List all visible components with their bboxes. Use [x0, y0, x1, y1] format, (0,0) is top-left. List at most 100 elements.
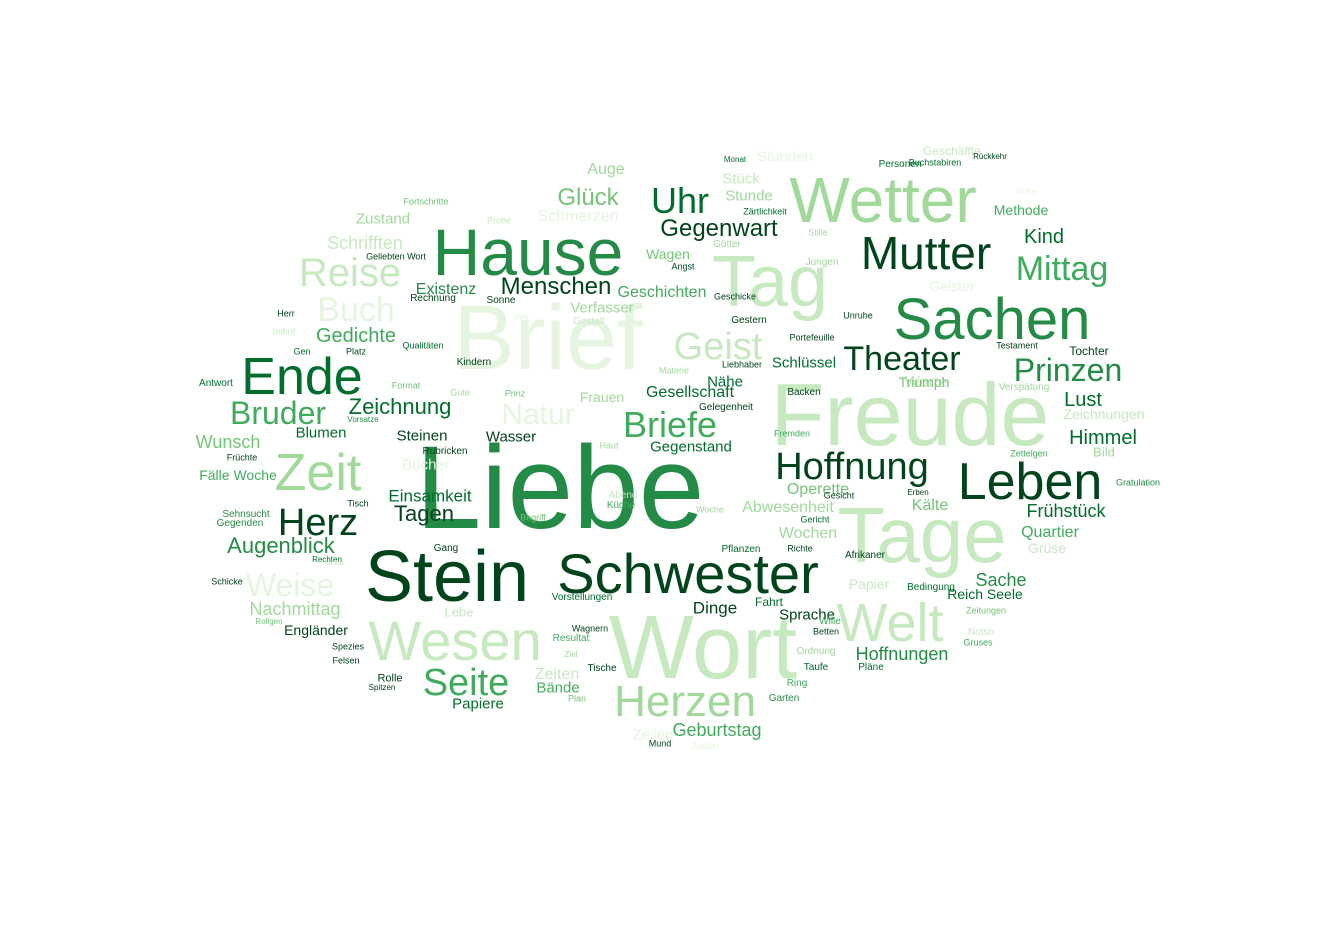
cloud-word: Jahr	[512, 312, 530, 323]
cloud-word: Materie	[658, 365, 690, 376]
cloud-word: Stunden	[757, 148, 813, 166]
cloud-word: Freude	[770, 365, 1050, 464]
cloud-word: Geister	[929, 278, 975, 294]
cloud-word: Himmel	[1069, 427, 1137, 449]
cloud-word: Leben	[957, 453, 1103, 511]
cloud-word: Rolle	[377, 672, 403, 685]
cloud-word: Vorsatze	[347, 415, 379, 424]
cloud-word: Schicke	[211, 576, 243, 587]
cloud-word: Bruder	[229, 395, 327, 431]
cloud-word: Steinen	[396, 427, 448, 445]
cloud-word: Kälte	[911, 497, 949, 514]
cloud-word: Sonne	[486, 295, 516, 306]
cloud-word: Weise	[245, 567, 335, 603]
cloud-word: Pflanzen	[721, 544, 761, 555]
cloud-word: Notsn	[967, 627, 995, 638]
cloud-word: Sache	[975, 570, 1027, 590]
cloud-word: Zärtlichkeit	[743, 206, 787, 217]
cloud-word: Sachen	[893, 287, 1091, 352]
cloud-word: Gegenden	[216, 518, 264, 529]
cloud-word: Ende	[241, 348, 363, 406]
cloud-word: Bild	[1093, 444, 1115, 460]
cloud-word: Wetter	[789, 164, 977, 236]
cloud-word: Plan	[567, 693, 587, 704]
cloud-word: Briefe	[622, 404, 718, 445]
cloud-word: Vorstellungen	[551, 592, 613, 603]
cloud-word: Erben	[907, 488, 929, 497]
cloud-word: Taufe	[803, 662, 829, 673]
cloud-word: Geschäffte	[923, 144, 981, 158]
cloud-word: Herzen	[614, 677, 756, 726]
cloud-word: Tag	[711, 242, 829, 322]
cloud-word: Reich Seele	[947, 586, 1023, 602]
cloud-word: Imhof	[272, 326, 296, 337]
cloud-word: Richte	[787, 543, 813, 554]
cloud-word: Sprache	[779, 606, 835, 624]
cloud-word: Haut	[599, 440, 619, 451]
cloud-word: Gelegenheit	[699, 402, 753, 413]
cloud-word: Nutzen	[324, 561, 344, 567]
cloud-word: Wagnern	[571, 623, 609, 634]
cloud-word: Stunde	[725, 187, 773, 205]
cloud-word: Gestalt	[573, 316, 605, 327]
cloud-word: Tochter	[1069, 344, 1109, 358]
cloud-word: Tagen	[394, 501, 454, 526]
cloud-word: Mittag	[1015, 250, 1109, 288]
cloud-word: Gedichte	[315, 325, 397, 347]
cloud-word: Ordnung	[796, 646, 836, 657]
cloud-word: Nähe	[707, 373, 743, 391]
cloud-word: Frühstück	[1026, 501, 1106, 521]
cloud-word: Nachmittag	[249, 599, 341, 619]
cloud-word: Judon	[691, 741, 719, 752]
cloud-word: Gen	[293, 346, 311, 357]
cloud-word: Zeilen	[632, 726, 674, 744]
cloud-word: Monat	[723, 155, 747, 164]
cloud-word: Ring	[786, 678, 808, 689]
cloud-word: Dinge	[692, 598, 738, 618]
cloud-word: Reise	[298, 251, 402, 295]
cloud-word: Schrifften	[327, 233, 403, 253]
cloud-word: Gratulation	[1115, 477, 1161, 488]
cloud-word: Buchstabiren	[908, 157, 962, 168]
cloud-word: Backen	[787, 387, 821, 398]
cloud-word: Stille	[808, 227, 828, 238]
cloud-word: Früchte	[226, 452, 258, 463]
cloud-word: Sehnsucht	[222, 509, 270, 520]
cloud-word: Gute	[450, 387, 470, 398]
cloud-word: Liebe	[415, 422, 705, 554]
cloud-word: Spezies	[331, 641, 365, 652]
cloud-word: Worte	[904, 374, 948, 391]
cloud-word: Stein	[364, 537, 530, 617]
cloud-word: Kindern	[456, 357, 492, 368]
cloud-word: Papiere	[452, 695, 504, 713]
cloud-word: Gestern	[731, 315, 767, 326]
cloud-word: Probe	[486, 215, 512, 226]
cloud-word: Zettelgen	[1010, 448, 1048, 459]
cloud-word: Begriff	[520, 512, 546, 523]
cloud-word: Tisch	[347, 498, 369, 509]
cloud-word: Portefeuille	[789, 332, 835, 343]
cloud-word: Götter	[713, 239, 741, 250]
cloud-word: Jungen	[805, 257, 839, 268]
cloud-word: Existenz	[415, 281, 477, 298]
cloud-word: Schwester	[557, 542, 819, 605]
cloud-word: Gesicht	[823, 490, 855, 501]
cloud-word: Zeitungen	[965, 605, 1007, 616]
cloud-word: Lebe	[444, 604, 474, 620]
cloud-word: Betten	[812, 626, 840, 637]
cloud-word: Einsamkeit	[388, 486, 472, 506]
cloud-word: Wagen	[646, 246, 690, 262]
cloud-word: Mühe	[1015, 187, 1037, 196]
cloud-word: Angst	[671, 261, 695, 272]
cloud-word: Tische	[587, 663, 617, 674]
cloud-word: Zeit	[274, 444, 362, 502]
cloud-word: Operette	[786, 481, 850, 498]
cloud-word: Zustand	[355, 210, 411, 228]
cloud-word: Fälle Woche	[199, 467, 277, 483]
cloud-word: Rechnung	[410, 293, 456, 304]
cloud-word: Quartier	[1021, 524, 1079, 541]
cloud-word: Gericht	[800, 514, 830, 525]
cloud-word: Brief	[453, 287, 643, 389]
cloud-word: Testament	[996, 340, 1038, 351]
